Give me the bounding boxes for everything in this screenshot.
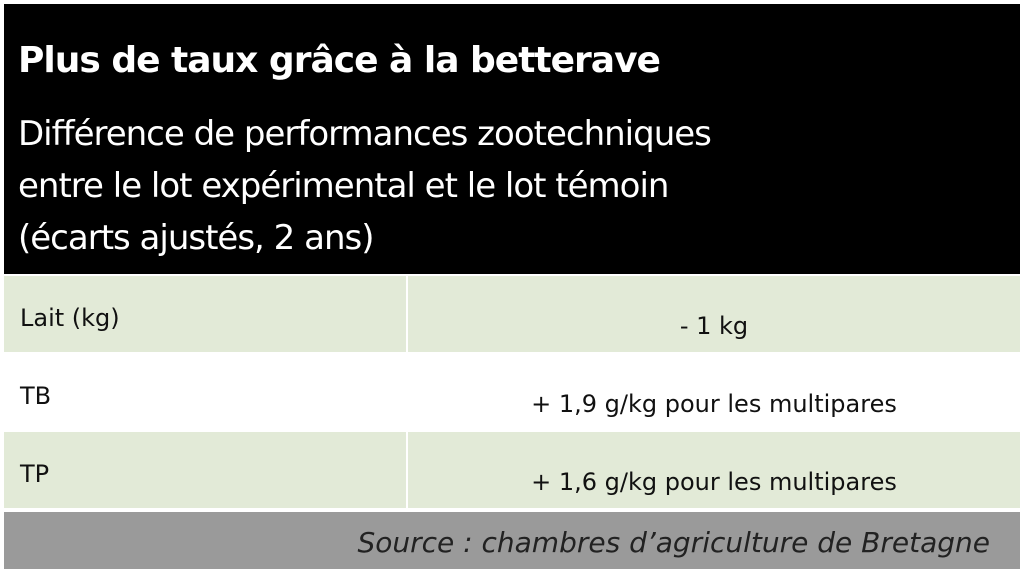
separator [406,276,408,352]
table-row: Lait (kg) - 1 kg [4,276,1020,352]
cell: TP [20,460,50,488]
source: Source : chambres d’agriculture de Breta… [357,526,990,559]
cell: TB [20,382,52,410]
subtitle: Différence de performances zootechniques… [18,108,918,264]
subtitle-line: Différence de performances zootechniques [18,114,712,154]
infobox: Plus de taux grâce à la betterave Différ… [4,4,1020,569]
cell: + 1,9 g/kg pour les multipares [531,390,897,418]
title: Plus de taux grâce à la betterave [18,40,661,81]
header: Plus de taux grâce à la betterave Différ… [4,4,1020,274]
cell: Lait (kg) [20,304,120,332]
source-bar: Source : chambres d’agriculture de Breta… [4,512,1020,569]
table-row: TB + 1,9 g/kg pour les multipares [4,354,1020,430]
table-row: TP + 1,6 g/kg pour les multipares [4,432,1020,508]
subtitle-line: (écarts ajustés, 2 ans) [18,218,374,258]
separator [406,432,408,508]
cell: - 1 kg [679,312,749,340]
cell: + 1,6 g/kg pour les multipares [531,468,897,496]
subtitle-line: entre le lot expérimental et le lot témo… [18,166,669,206]
